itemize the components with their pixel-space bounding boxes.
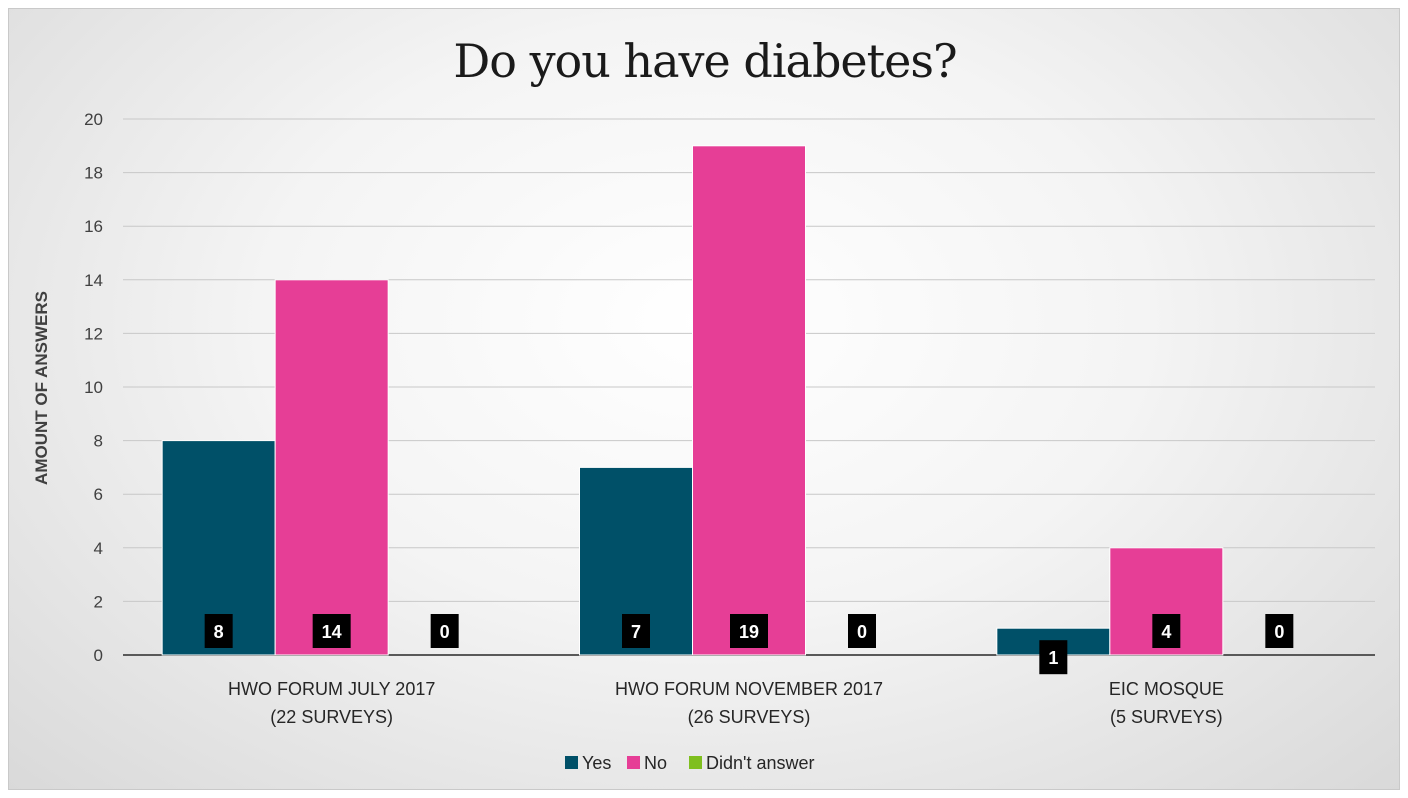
data-label: 0 xyxy=(440,622,450,642)
data-label-box xyxy=(1265,614,1294,648)
data-label-box xyxy=(312,614,351,648)
legend-swatch xyxy=(627,756,640,769)
legend[interactable]: Yes No Didn't answer xyxy=(565,753,814,773)
y-tick-label: 18 xyxy=(84,164,103,183)
data-label-box xyxy=(1039,640,1068,675)
bar-no xyxy=(692,145,806,656)
data-label: 7 xyxy=(631,622,641,642)
category-labels: HWO FORUM JULY 2017 (22 SURVEYS) HWO FORUM… xyxy=(228,679,1224,727)
data-label: 0 xyxy=(857,622,867,642)
category-label: EIC MOSQUE xyxy=(1109,679,1224,699)
y-tick-label: 6 xyxy=(94,485,103,504)
data-label: 4 xyxy=(1161,622,1171,642)
y-tick-label: 12 xyxy=(84,324,103,343)
chart-svg: Do you have diabetes? 02468101214161820 … xyxy=(32,34,1375,773)
legend-swatch xyxy=(689,756,702,769)
data-label-box xyxy=(430,614,459,648)
data-label-box xyxy=(730,614,768,648)
chart-title: Do you have diabetes? xyxy=(453,34,956,88)
chart-frame: Do you have diabetes? 0 2 4 6 8 10 12 14 16 18 20 … xyxy=(8,8,1400,790)
y-tick-label: 0 xyxy=(94,646,103,665)
y-tick-labels: 0 2 4 6 8 10 12 14 16 18 20 xyxy=(84,110,103,665)
bar-no xyxy=(274,279,389,656)
category-label: (5 SURVEYS) xyxy=(1110,707,1223,727)
y-tick-label: 4 xyxy=(94,539,103,558)
data-label-box xyxy=(622,614,650,648)
y-axis-label: AMOUNT OF ANSWERS xyxy=(32,291,51,485)
data-label: 19 xyxy=(739,622,759,642)
bar-layer xyxy=(161,145,1224,656)
y-tick-label: 8 xyxy=(94,432,103,451)
data-label: 8 xyxy=(214,622,224,642)
category-label: (22 SURVEYS) xyxy=(270,707,393,727)
category-label: HWO FORUM NOVEMBER 2017 xyxy=(615,679,883,699)
y-tick-label: 14 xyxy=(84,271,103,290)
data-label-box xyxy=(1152,614,1181,648)
y-tick-label: 20 xyxy=(84,110,103,129)
data-label: 1 xyxy=(1048,648,1058,668)
data-label: 14 xyxy=(322,622,342,642)
legend-swatch xyxy=(565,756,578,769)
data-label-layer: 8 14 0 7 19 014 0 xyxy=(204,614,1294,675)
legend-label[interactable]: No xyxy=(644,753,667,773)
legend-label[interactable]: Yes xyxy=(582,753,611,773)
category-label: (26 SURVEYS) xyxy=(688,707,811,727)
y-tick-label: 10 xyxy=(84,378,103,397)
legend-label[interactable]: Didn't answer xyxy=(706,753,814,773)
y-tick-label: 16 xyxy=(84,217,103,236)
y-tick-label: 2 xyxy=(94,592,103,611)
category-label: HWO FORUM JULY 2017 xyxy=(228,679,435,699)
data-label: 0 xyxy=(1274,622,1284,642)
data-label-box xyxy=(848,614,876,648)
data-label-box xyxy=(204,614,233,648)
